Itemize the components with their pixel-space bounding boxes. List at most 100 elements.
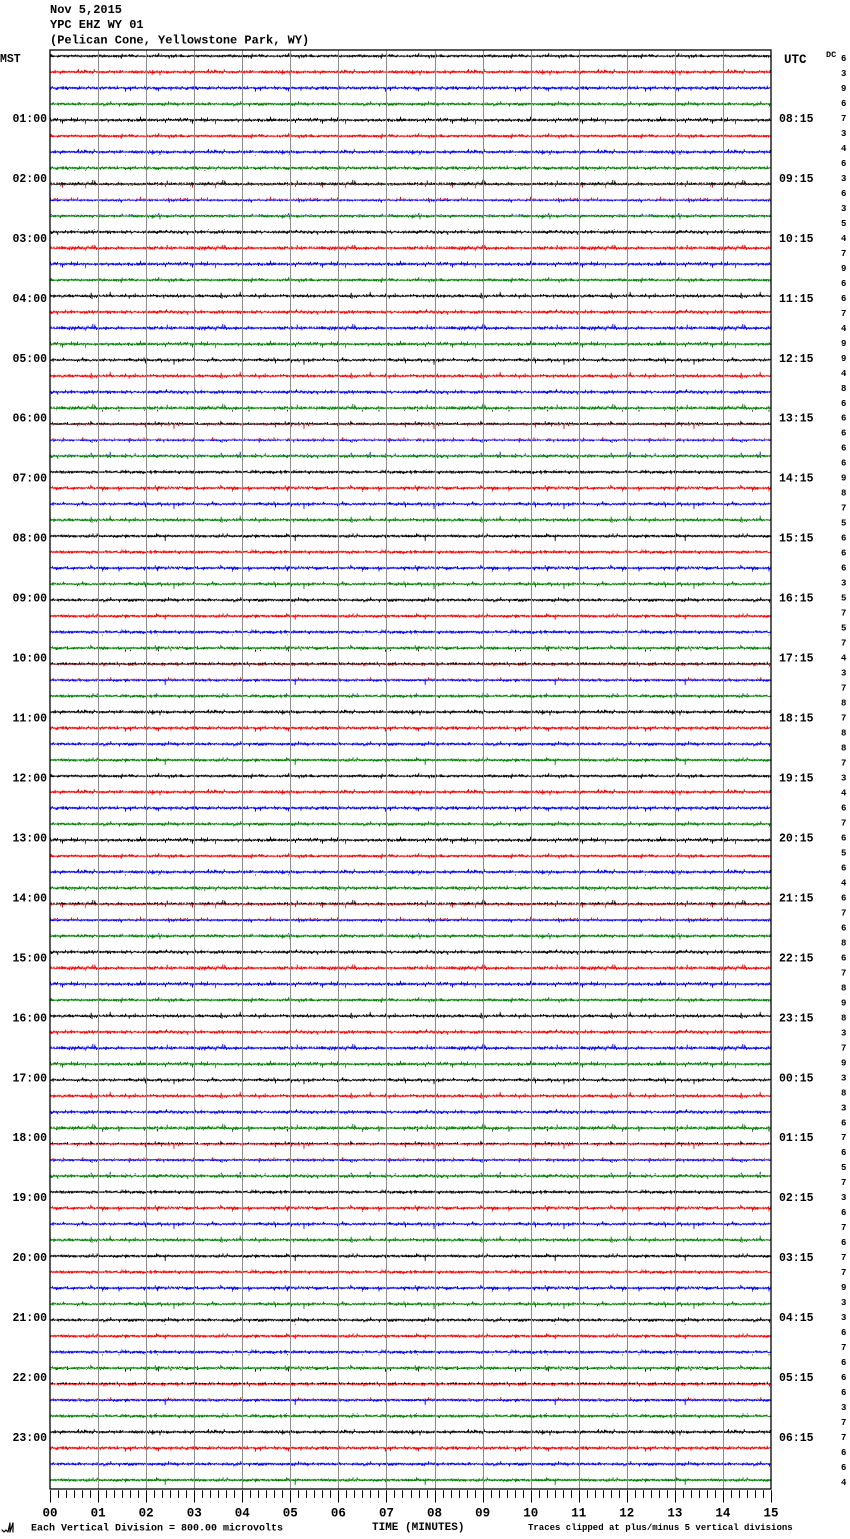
svg-text:18:15: 18:15 [779, 713, 814, 726]
svg-text:9: 9 [841, 1283, 846, 1293]
svg-text:6: 6 [841, 1328, 846, 1338]
svg-text:7: 7 [841, 1043, 846, 1053]
svg-text:7: 7 [841, 1178, 846, 1188]
svg-text:7: 7 [841, 1268, 846, 1278]
svg-text:3: 3 [841, 174, 846, 184]
svg-text:7: 7 [841, 1418, 846, 1428]
svg-text:6: 6 [841, 564, 846, 574]
svg-text:7: 7 [841, 1133, 846, 1143]
svg-text:00: 00 [42, 1507, 57, 1521]
svg-text:5: 5 [841, 219, 846, 229]
svg-text:(Pelican Cone, Yellowstone Par: (Pelican Cone, Yellowstone Park, WY) [50, 34, 309, 48]
svg-text:4: 4 [841, 878, 847, 888]
svg-text:10:00: 10:00 [12, 653, 47, 666]
svg-text:9: 9 [841, 339, 846, 349]
svg-text:9: 9 [841, 998, 846, 1008]
svg-text:6: 6 [841, 99, 846, 109]
svg-text:13:15: 13:15 [779, 413, 814, 426]
svg-text:6: 6 [841, 1463, 846, 1473]
svg-text:21:00: 21:00 [12, 1312, 47, 1325]
svg-text:6: 6 [841, 863, 846, 873]
svg-text:8: 8 [841, 744, 846, 754]
svg-text:17:15: 17:15 [779, 653, 814, 666]
svg-text:7: 7 [841, 759, 846, 769]
svg-text:22:00: 22:00 [12, 1372, 47, 1385]
svg-text:01: 01 [91, 1507, 106, 1521]
svg-text:13:00: 13:00 [12, 833, 47, 846]
svg-text:7: 7 [841, 1223, 846, 1233]
svg-text:MST: MST [0, 53, 21, 66]
svg-text:9: 9 [841, 84, 846, 94]
svg-text:02: 02 [139, 1507, 154, 1521]
svg-text:7: 7 [841, 1433, 846, 1443]
svg-text:11:15: 11:15 [779, 293, 814, 306]
svg-text:06:15: 06:15 [779, 1432, 814, 1445]
svg-text:UTC: UTC [784, 53, 807, 67]
svg-text:05:00: 05:00 [12, 353, 47, 366]
svg-text:6: 6 [841, 953, 846, 963]
svg-text:06:00: 06:00 [12, 413, 47, 426]
svg-text:6: 6 [841, 279, 846, 289]
svg-text:YPC EHZ WY 01: YPC EHZ WY 01 [50, 18, 144, 32]
svg-text:6: 6 [841, 1448, 846, 1458]
svg-text:12: 12 [619, 1507, 634, 1521]
svg-text:7: 7 [841, 714, 846, 724]
svg-text:8: 8 [841, 1013, 846, 1023]
svg-text:10:15: 10:15 [779, 233, 814, 246]
svg-text:6: 6 [841, 893, 846, 903]
svg-text:3: 3 [841, 204, 846, 214]
svg-text:6: 6 [841, 294, 846, 304]
svg-text:5: 5 [841, 624, 846, 634]
svg-text:23:00: 23:00 [12, 1432, 47, 1445]
svg-text:17:00: 17:00 [12, 1072, 47, 1085]
svg-text:6: 6 [841, 923, 846, 933]
svg-text:3: 3 [841, 669, 846, 679]
svg-text:9: 9 [841, 1058, 846, 1068]
svg-text:7: 7 [841, 819, 846, 829]
svg-text:06: 06 [331, 1507, 346, 1521]
svg-text:3: 3 [841, 579, 846, 589]
svg-text:23:15: 23:15 [779, 1012, 814, 1025]
svg-text:19:00: 19:00 [12, 1192, 47, 1205]
svg-text:09:15: 09:15 [779, 173, 814, 186]
svg-text:Each Vertical Division = 800.: Each Vertical Division = 800.00 microvol… [31, 1523, 283, 1535]
svg-text:7: 7 [841, 1343, 846, 1353]
svg-text:7: 7 [841, 504, 846, 514]
svg-text:3: 3 [841, 1193, 846, 1203]
svg-text:15:00: 15:00 [12, 952, 47, 965]
svg-text:14: 14 [715, 1507, 731, 1521]
svg-text:9: 9 [841, 354, 846, 364]
svg-text:08:15: 08:15 [779, 113, 814, 126]
svg-text:11: 11 [571, 1507, 586, 1521]
svg-text:09: 09 [475, 1507, 490, 1521]
svg-text:15: 15 [763, 1507, 778, 1521]
svg-text:04:15: 04:15 [779, 1312, 814, 1325]
svg-text:7: 7 [841, 609, 846, 619]
svg-text:21:15: 21:15 [779, 892, 814, 905]
svg-text:6: 6 [841, 414, 846, 424]
svg-text:4: 4 [841, 654, 847, 664]
svg-text:03: 03 [187, 1507, 202, 1521]
svg-text:6: 6 [841, 399, 846, 409]
svg-text:6: 6 [841, 834, 846, 844]
svg-text:9: 9 [841, 474, 846, 484]
svg-text:00:15: 00:15 [779, 1072, 814, 1085]
svg-text:7: 7 [841, 309, 846, 319]
svg-text:20:00: 20:00 [12, 1252, 47, 1265]
svg-text:14:15: 14:15 [779, 473, 814, 486]
svg-text:6: 6 [841, 804, 846, 814]
svg-text:19:15: 19:15 [779, 773, 814, 786]
svg-text:Nov 5,2015: Nov 5,2015 [50, 3, 122, 17]
svg-text:6: 6 [841, 549, 846, 559]
svg-text:3: 3 [841, 1073, 846, 1083]
svg-text:8: 8 [841, 699, 846, 709]
svg-text:6: 6 [841, 1208, 846, 1218]
svg-text:7: 7 [841, 684, 846, 694]
svg-text:7: 7 [841, 249, 846, 259]
svg-text:3: 3 [841, 774, 846, 784]
svg-text:08:00: 08:00 [12, 533, 47, 546]
svg-text:3: 3 [841, 1028, 846, 1038]
svg-text:5: 5 [841, 848, 846, 858]
svg-text:10: 10 [523, 1507, 538, 1521]
svg-text:6: 6 [841, 1118, 846, 1128]
